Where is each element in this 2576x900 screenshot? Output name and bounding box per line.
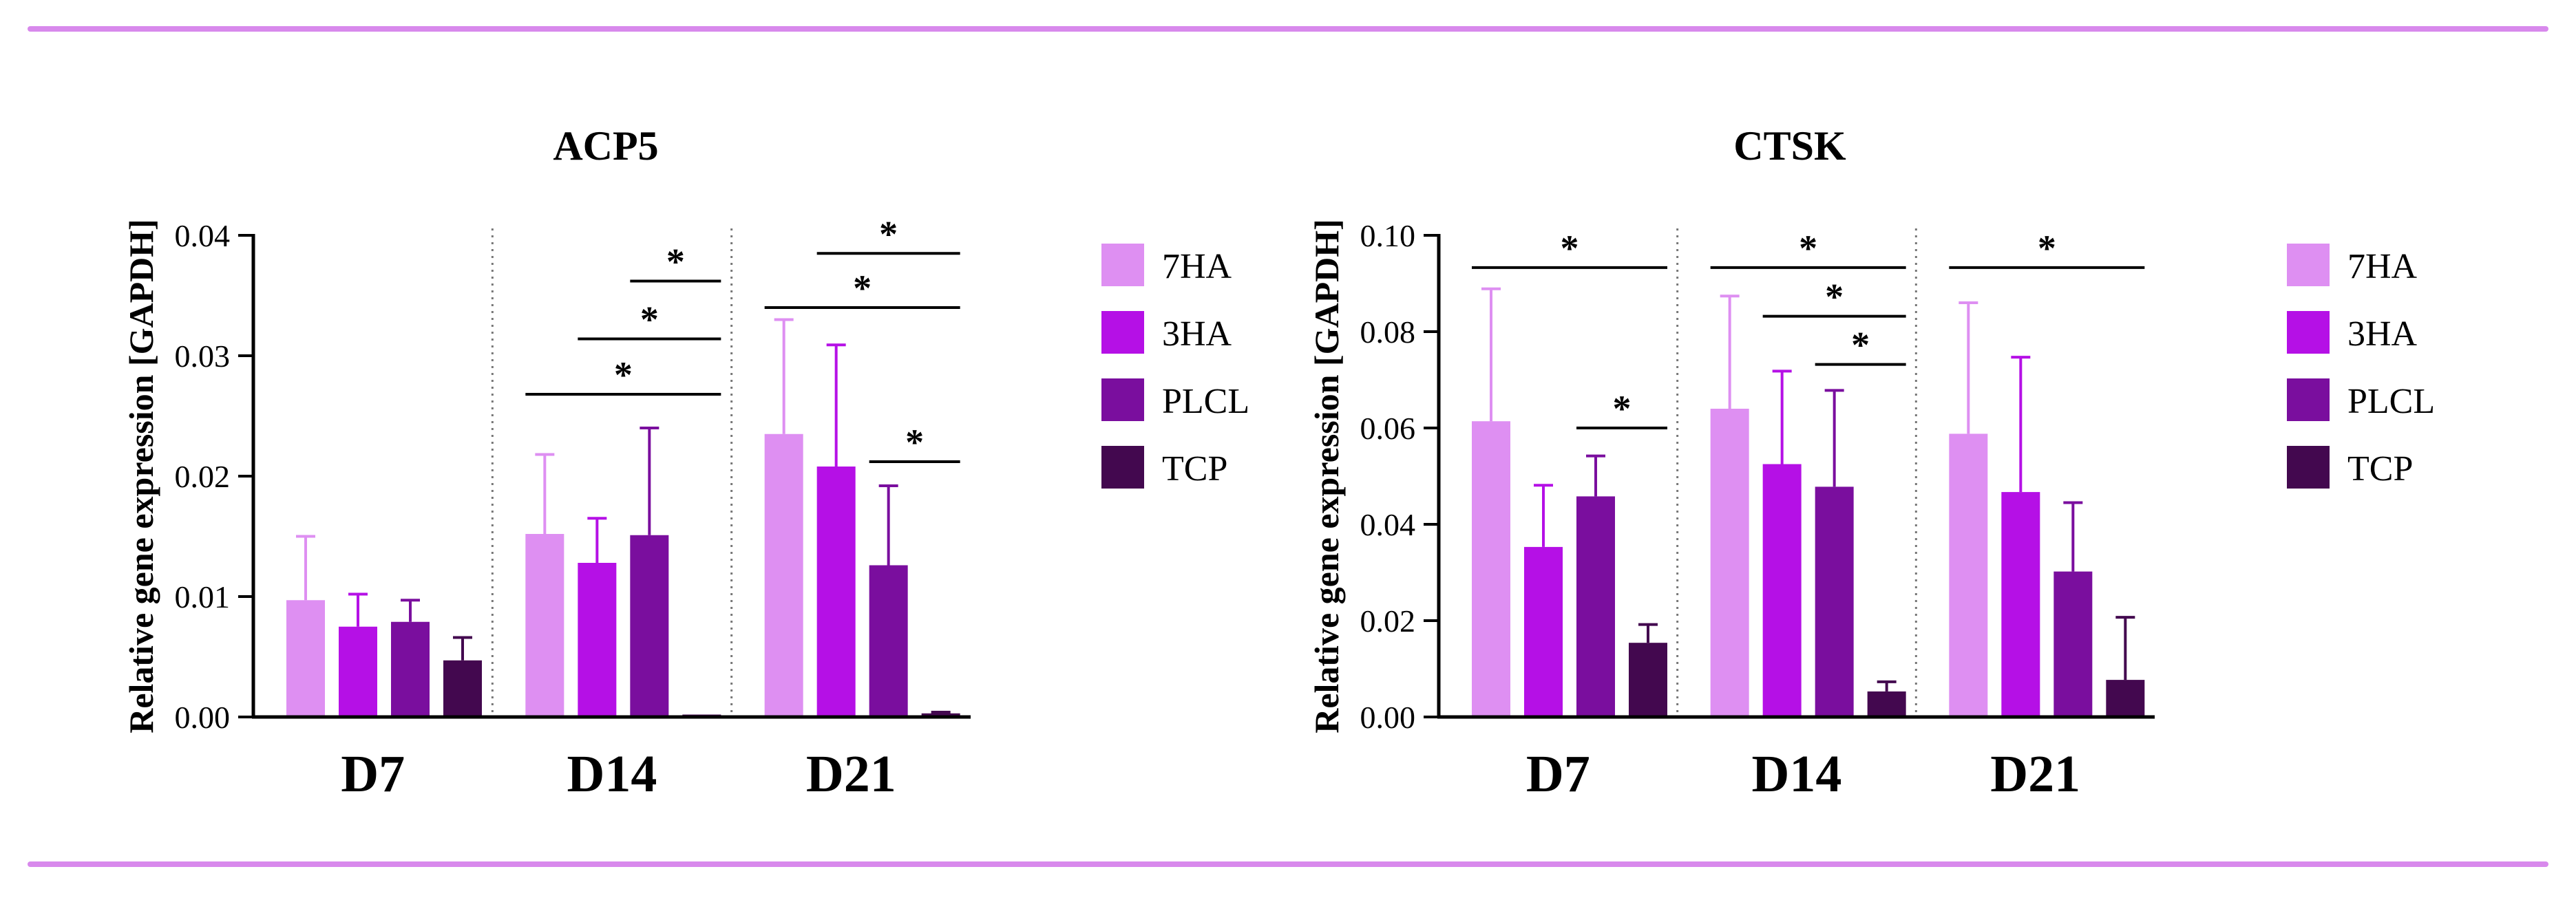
legend-label: 3HA [1162,314,1232,354]
significance-star: * [1613,388,1632,429]
y-tick-label: 0.08 [1360,314,1416,350]
bar-tcp-d21 [2106,680,2145,717]
bar-plcl-d21 [2054,571,2093,717]
significance-star: * [1851,325,1870,366]
chart-title: CTSK [1733,123,1846,169]
legend-label: PLCL [1162,382,1249,421]
legend-swatch-tcp [2287,446,2330,489]
bar-plcl-d21 [869,565,908,717]
bottom-rule [28,861,2548,867]
y-tick-label: 0.04 [1360,507,1416,542]
legend-swatch-3ha [2287,311,2330,354]
bar-3ha-d7 [1524,546,1563,717]
significance-star: * [666,242,685,283]
legend-swatch-plcl [1101,378,1144,421]
legend-label: TCP [2347,449,2413,489]
bar-tcp-d7 [1629,643,1667,717]
significance-star: * [905,422,924,463]
y-tick-label: 0.04 [175,218,231,253]
legend-swatch-3ha [1101,311,1144,354]
x-category-label: D7 [341,745,405,803]
y-tick-label: 0.00 [1360,700,1416,735]
chart-title: ACP5 [553,123,658,169]
legend-swatch-plcl [2287,378,2330,421]
top-rule [28,26,2548,32]
y-tick-label: 0.01 [175,579,231,614]
legend-swatch-tcp [1101,446,1144,489]
significance-star: * [853,268,872,309]
y-tick-label: 0.02 [1360,603,1416,639]
significance-star: * [1561,228,1579,269]
significance-star: * [879,213,898,255]
y-tick-label: 0.06 [1360,411,1416,446]
bar-tcp-d21 [921,713,960,717]
bar-tcp-d7 [443,660,482,717]
bar-plcl-d14 [1815,486,1854,717]
significance-star: * [1799,228,1817,269]
y-tick-label: 0.10 [1360,218,1416,253]
y-tick-label: 0.00 [175,700,231,735]
bar-plcl-d7 [391,621,430,717]
bar-7ha-d7 [286,600,325,717]
x-category-label: D14 [1752,745,1842,803]
y-tick-label: 0.03 [175,339,231,374]
bar-3ha-d21 [2001,492,2040,717]
bar-7ha-d21 [1949,433,1988,717]
y-tick-label: 0.02 [175,459,231,494]
significance-star: * [2038,228,2056,269]
bar-3ha-d7 [339,626,377,717]
legend-label: 7HA [2347,247,2418,286]
legend-swatch-7ha [2287,244,2330,286]
bar-tcp-d14 [1867,691,1906,717]
x-category-label: D21 [806,745,896,803]
significance-star: * [640,299,659,341]
y-axis-label: Relative gene expression [GAPDH] [122,219,160,733]
significance-star: * [614,354,633,396]
x-category-label: D21 [1990,745,2080,803]
legend-label: PLCL [2347,382,2435,421]
legend-label: 3HA [2347,314,2418,354]
bar-7ha-d14 [1710,409,1749,717]
bar-3ha-d14 [1762,464,1802,717]
legend-label: 7HA [1162,247,1232,286]
legend-swatch-7ha [1101,244,1144,286]
bar-plcl-d7 [1576,496,1615,717]
significance-star: * [1825,277,1844,318]
bar-7ha-d21 [764,433,803,717]
y-axis-label: Relative gene expression [GAPDH] [1307,219,1346,733]
bar-3ha-d14 [578,563,617,717]
x-category-label: D7 [1526,745,1590,803]
bar-7ha-d7 [1472,421,1510,717]
legend-label: TCP [1162,449,1227,489]
x-category-label: D14 [567,745,657,803]
bar-3ha-d21 [816,467,856,717]
bar-plcl-d14 [630,535,669,717]
bar-7ha-d14 [525,534,564,717]
